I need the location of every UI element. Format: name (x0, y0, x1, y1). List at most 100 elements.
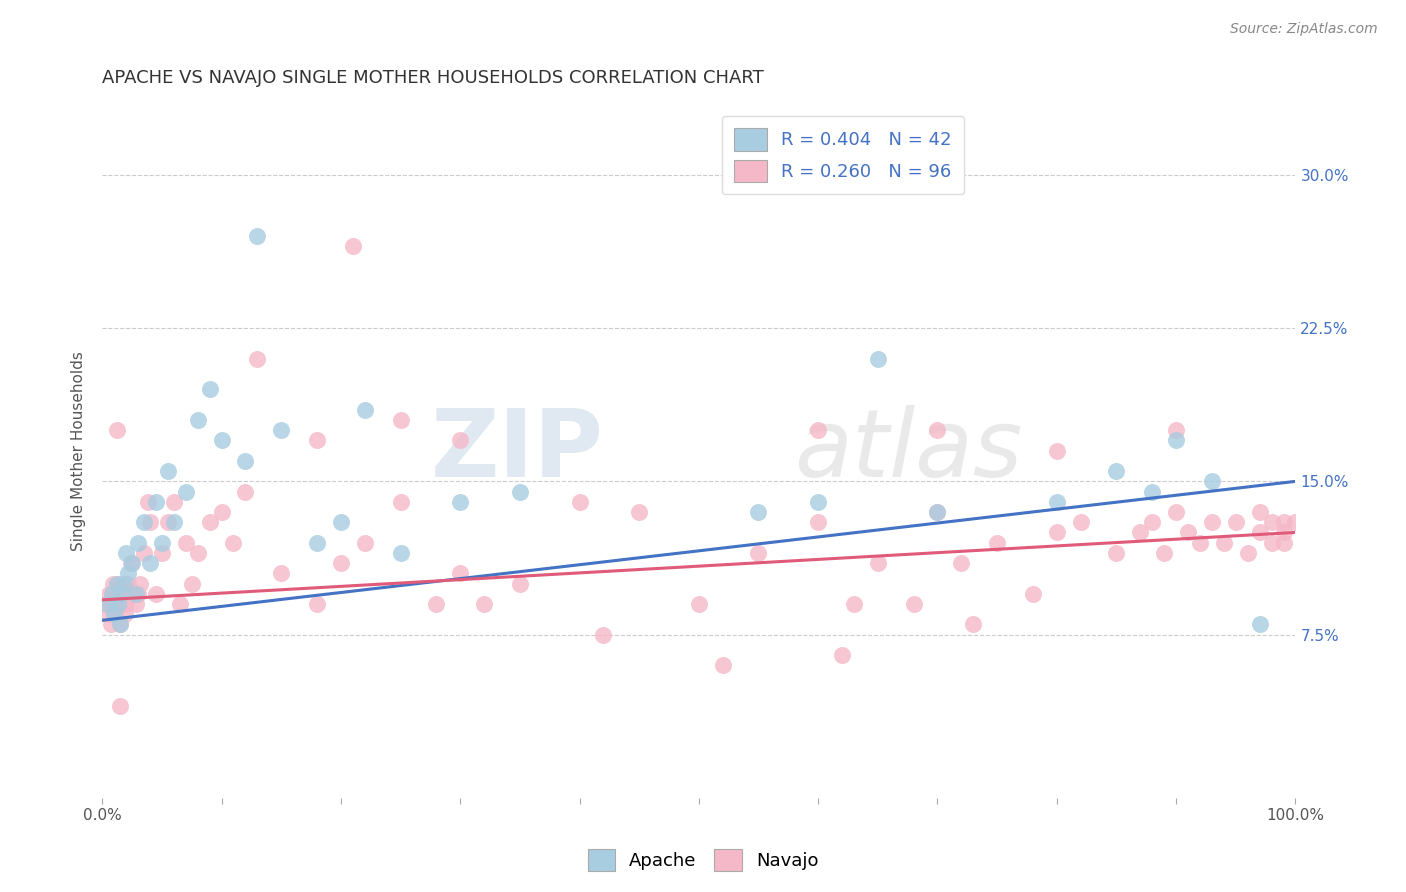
Point (1105, 464, 1128, 478)
Point (1284, 515, 1306, 529)
Point (807, 423, 830, 437)
Point (353, 402, 375, 417)
Point (98, 587, 121, 601)
Point (1046, 525, 1069, 540)
Point (105, 597, 128, 611)
Point (568, 495, 591, 509)
Point (425, 597, 447, 611)
Point (110, 587, 132, 601)
Point (145, 587, 167, 601)
Point (107, 597, 129, 611)
Point (628, 505, 651, 519)
Point (108, 587, 131, 601)
Point (927, 423, 949, 437)
Point (747, 546, 769, 560)
Point (329, 515, 352, 529)
Point (122, 587, 145, 601)
Point (132, 546, 155, 560)
Point (100, 587, 122, 601)
Point (329, 556, 352, 570)
Point (342, 239, 364, 253)
Point (449, 434, 471, 448)
Point (124, 597, 146, 611)
Point (472, 597, 495, 611)
Point (866, 556, 889, 570)
Point (866, 351, 889, 366)
Point (97, 607, 120, 622)
Point (103, 587, 125, 601)
Point (807, 515, 830, 529)
Point (1046, 443, 1069, 458)
Point (107, 576, 129, 591)
Point (112, 576, 135, 591)
Point (114, 607, 136, 622)
Point (180, 576, 202, 591)
Point (108, 699, 131, 714)
Point (115, 546, 138, 560)
Point (108, 617, 131, 632)
Point (101, 576, 124, 591)
Point (509, 576, 531, 591)
Point (115, 597, 138, 611)
Point (1272, 535, 1295, 549)
Point (222, 535, 245, 549)
Text: Source: ZipAtlas.com: Source: ZipAtlas.com (1230, 22, 1378, 37)
Point (270, 423, 292, 437)
Point (1105, 546, 1128, 560)
Point (688, 597, 710, 611)
Point (139, 556, 162, 570)
Point (986, 535, 1008, 549)
Point (842, 597, 865, 611)
Point (1070, 515, 1092, 529)
Point (105, 423, 128, 437)
Point (211, 505, 233, 519)
Point (389, 413, 412, 427)
Legend: Apache, Navajo: Apache, Navajo (581, 842, 825, 879)
Point (156, 464, 179, 478)
Point (94, 597, 117, 611)
Point (1129, 525, 1152, 540)
Point (389, 495, 412, 509)
Y-axis label: Single Mother Households: Single Mother Households (72, 351, 86, 550)
Text: atlas: atlas (794, 405, 1022, 496)
Point (305, 434, 328, 448)
Point (962, 617, 984, 632)
Point (198, 383, 221, 397)
Point (1260, 515, 1282, 529)
Point (927, 505, 949, 519)
Point (1177, 525, 1199, 540)
Text: APACHE VS NAVAJO SINGLE MOTHER HOUSEHOLDS CORRELATION CHART: APACHE VS NAVAJO SINGLE MOTHER HOUSEHOLD… (103, 69, 763, 87)
Point (127, 587, 149, 601)
Point (235, 454, 257, 468)
Point (174, 535, 197, 549)
Point (449, 566, 471, 581)
Point (112, 576, 135, 591)
Point (1236, 546, 1258, 560)
Point (105, 576, 128, 591)
Point (950, 556, 973, 570)
Point (129, 576, 152, 591)
Point (1188, 535, 1211, 549)
Point (1153, 546, 1175, 560)
Point (139, 515, 162, 529)
Point (1166, 434, 1188, 448)
Point (150, 535, 173, 549)
Point (1166, 423, 1188, 437)
Point (104, 607, 127, 622)
Point (1249, 525, 1271, 540)
Point (100, 597, 122, 611)
Point (305, 535, 328, 549)
Point (353, 535, 375, 549)
Point (163, 515, 186, 529)
Point (156, 515, 179, 529)
Point (117, 566, 139, 581)
Point (903, 597, 925, 611)
Point (1046, 495, 1069, 509)
Point (592, 627, 614, 641)
Point (124, 587, 146, 601)
Point (187, 413, 209, 427)
Point (1201, 475, 1223, 489)
Point (1142, 515, 1164, 529)
Point (235, 484, 257, 499)
Point (169, 597, 191, 611)
